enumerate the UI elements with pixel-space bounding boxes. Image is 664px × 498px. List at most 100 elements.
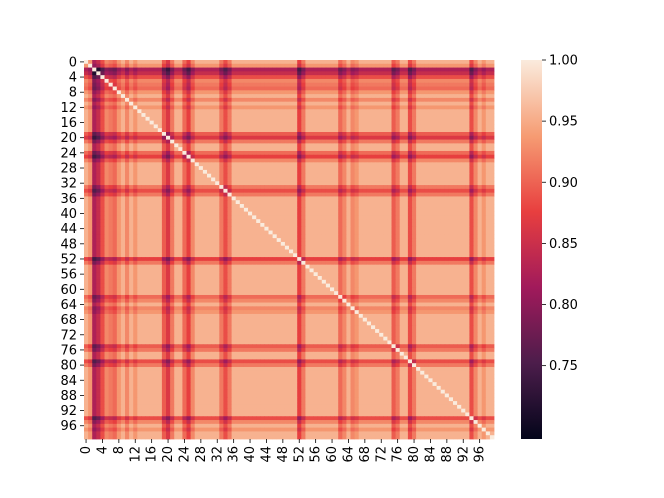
heatmap-cell — [235, 143, 241, 148]
heatmap-cell — [145, 124, 150, 129]
heatmap-cell — [321, 158, 327, 163]
heatmap-cell — [424, 128, 429, 133]
heatmap-cell — [125, 169, 130, 175]
heatmap-cell — [407, 166, 413, 171]
heatmap-cell — [424, 109, 429, 114]
heatmap-cell — [293, 245, 298, 250]
heatmap-cell — [338, 139, 343, 144]
heatmap-cell — [293, 166, 298, 171]
heatmap-cell — [448, 71, 454, 76]
heatmap-cell — [252, 196, 257, 201]
heatmap-cell — [309, 162, 314, 167]
heatmap-cell — [358, 82, 364, 87]
heatmap-cell — [403, 192, 409, 197]
heatmap-cell — [432, 82, 437, 87]
heatmap-cell — [362, 222, 368, 228]
heatmap-cell — [440, 192, 446, 197]
heatmap-cell — [161, 234, 167, 239]
heatmap-cell — [170, 120, 175, 125]
heatmap-cell — [129, 173, 134, 178]
heatmap-cell — [424, 245, 429, 250]
heatmap-cell — [481, 181, 487, 186]
heatmap-cell — [407, 215, 413, 220]
heatmap-cell — [448, 234, 454, 239]
heatmap-cell — [342, 207, 347, 212]
heatmap-cell — [243, 116, 249, 122]
heatmap-cell — [153, 196, 159, 201]
heatmap-cell — [133, 132, 138, 137]
heatmap-cell — [149, 86, 155, 91]
heatmap-cell — [338, 211, 343, 216]
heatmap-cell — [96, 150, 101, 156]
heatmap-cell — [407, 150, 413, 156]
heatmap-cell — [289, 204, 294, 209]
heatmap-cell — [100, 116, 105, 122]
heatmap-cell — [375, 185, 380, 190]
heatmap-cell — [157, 226, 163, 231]
heatmap-cell — [88, 147, 93, 152]
heatmap-cell — [202, 63, 208, 68]
heatmap-cell — [321, 241, 327, 247]
heatmap-cell — [235, 75, 241, 80]
heatmap-cell — [457, 128, 462, 133]
heatmap-cell — [219, 113, 224, 118]
heatmap-cell — [248, 86, 253, 91]
heatmap-cell — [141, 105, 146, 110]
heatmap-cell — [399, 222, 405, 228]
heatmap-cell — [129, 90, 134, 95]
heatmap-cell — [231, 185, 237, 190]
heatmap-cell — [252, 132, 257, 137]
heatmap-cell — [223, 101, 228, 106]
heatmap-cell — [149, 196, 155, 201]
heatmap-cell — [354, 166, 360, 171]
heatmap-cell — [194, 219, 200, 224]
heatmap-cell — [227, 245, 232, 250]
heatmap-cell — [301, 169, 306, 175]
heatmap-cell — [211, 86, 216, 91]
heatmap-cell — [157, 90, 163, 95]
heatmap-cell — [137, 78, 142, 84]
heatmap-cell — [190, 101, 196, 106]
heatmap-cell — [330, 166, 335, 171]
heatmap-cell — [231, 241, 237, 247]
heatmap-cell — [383, 124, 388, 129]
heatmap-cell — [141, 162, 146, 167]
heatmap-cell — [375, 105, 380, 110]
heatmap-cell — [272, 94, 278, 99]
heatmap-cell — [219, 60, 224, 65]
heatmap-cell — [321, 238, 327, 243]
heatmap-cell — [436, 162, 442, 167]
heatmap-cell — [489, 192, 495, 197]
heatmap-cell — [104, 185, 109, 190]
heatmap-cell — [194, 215, 200, 220]
heatmap-cell — [461, 177, 466, 182]
heatmap-cell — [325, 124, 331, 129]
heatmap-cell — [362, 166, 368, 171]
heatmap-cell — [469, 211, 474, 216]
heatmap-cell — [436, 230, 442, 235]
heatmap-cell — [161, 200, 167, 205]
heatmap-cell — [157, 166, 163, 171]
heatmap-cell — [92, 219, 97, 224]
heatmap-cell — [325, 75, 331, 80]
heatmap-cell — [202, 162, 208, 167]
heatmap-cell — [125, 124, 130, 129]
heatmap-cell — [137, 196, 142, 201]
heatmap-cell — [145, 78, 150, 84]
heatmap-cell — [133, 207, 138, 212]
heatmap-cell — [235, 82, 241, 87]
heatmap-cell — [457, 200, 462, 205]
heatmap-cell — [387, 219, 392, 224]
heatmap-cell — [215, 200, 220, 205]
heatmap-cell — [268, 154, 273, 159]
heatmap-cell — [215, 78, 220, 84]
heatmap-cell — [116, 162, 122, 167]
heatmap-cell — [243, 82, 249, 87]
heatmap-cell — [215, 135, 220, 140]
heatmap-cell — [301, 63, 306, 68]
heatmap-cell — [362, 86, 368, 91]
heatmap-cell — [104, 67, 109, 72]
heatmap-cell — [104, 128, 109, 133]
heatmap-cell — [276, 109, 282, 114]
heatmap-cell — [453, 139, 458, 144]
